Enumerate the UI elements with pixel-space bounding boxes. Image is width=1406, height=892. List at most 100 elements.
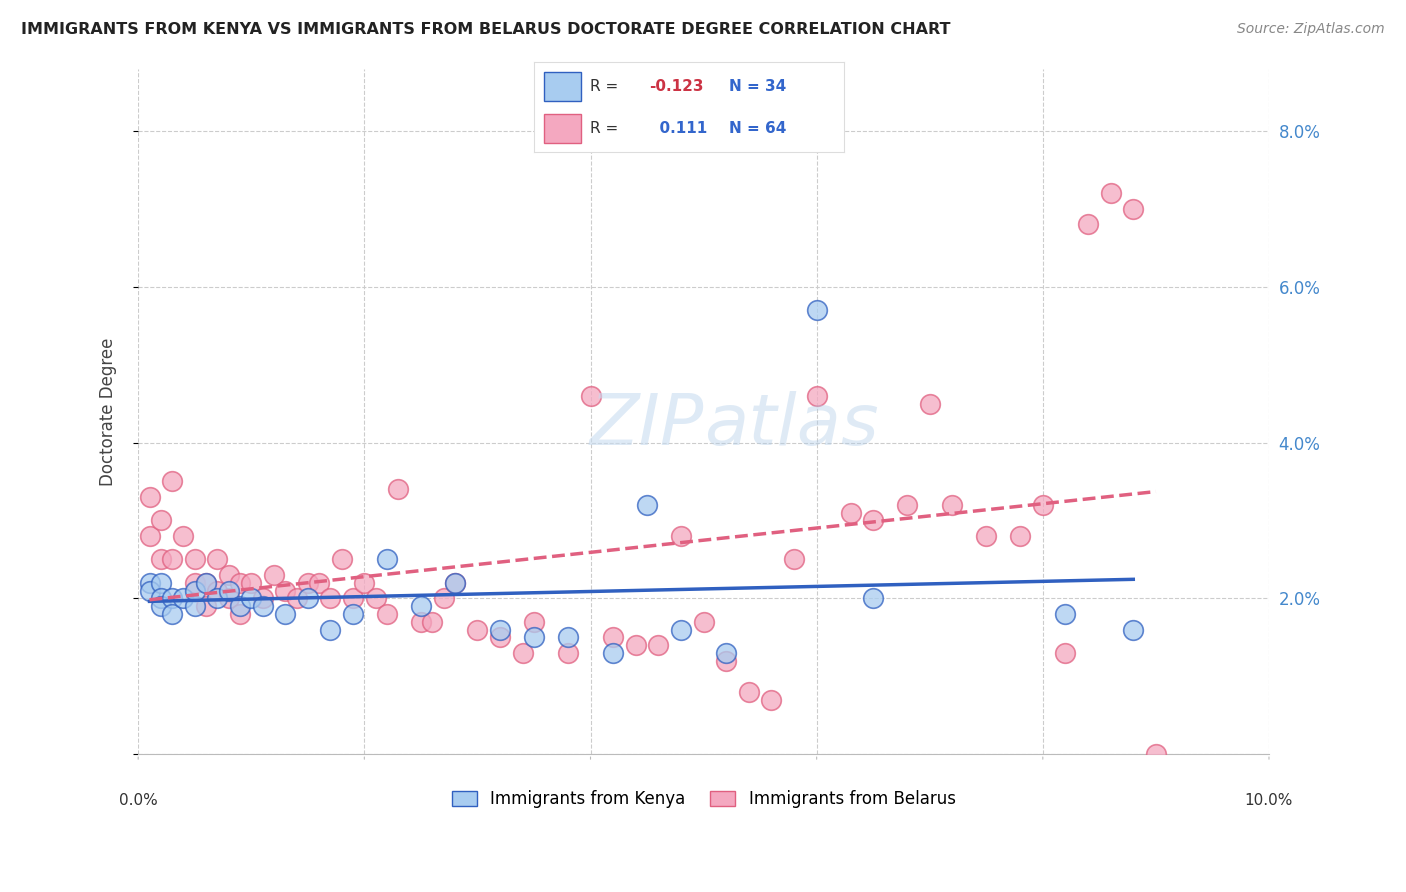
- Point: [579, 389, 602, 403]
- Point: [240, 591, 263, 606]
- Point: [353, 575, 375, 590]
- Point: [138, 575, 160, 590]
- Point: [229, 607, 252, 621]
- Point: [602, 630, 624, 644]
- Point: [489, 630, 512, 644]
- Point: [647, 638, 669, 652]
- Point: [624, 638, 647, 652]
- Point: [138, 490, 160, 504]
- Point: [557, 646, 579, 660]
- Point: [308, 575, 330, 590]
- Point: [149, 575, 172, 590]
- Point: [806, 389, 828, 403]
- Point: [195, 575, 218, 590]
- Point: [274, 583, 297, 598]
- Point: [297, 575, 319, 590]
- Point: [669, 623, 692, 637]
- Text: R =: R =: [591, 121, 619, 136]
- Point: [149, 513, 172, 527]
- Text: Source: ZipAtlas.com: Source: ZipAtlas.com: [1237, 22, 1385, 37]
- Point: [297, 591, 319, 606]
- Point: [138, 529, 160, 543]
- Point: [1010, 529, 1032, 543]
- Point: [319, 623, 342, 637]
- Point: [1122, 202, 1144, 216]
- Point: [432, 591, 454, 606]
- Text: N = 64: N = 64: [730, 121, 786, 136]
- Point: [184, 575, 207, 590]
- Point: [184, 599, 207, 614]
- Point: [420, 615, 443, 629]
- Point: [330, 552, 353, 566]
- Point: [160, 591, 183, 606]
- Point: [918, 396, 941, 410]
- Point: [669, 529, 692, 543]
- Point: [839, 506, 862, 520]
- Point: [409, 615, 432, 629]
- Point: [252, 599, 274, 614]
- Text: ZIP: ZIP: [589, 391, 703, 459]
- Point: [783, 552, 806, 566]
- Point: [149, 599, 172, 614]
- Point: [602, 646, 624, 660]
- Point: [1122, 623, 1144, 637]
- Text: N = 34: N = 34: [730, 79, 786, 94]
- Point: [218, 583, 240, 598]
- Point: [387, 483, 409, 497]
- Point: [1099, 186, 1122, 201]
- Point: [364, 591, 387, 606]
- Point: [1032, 498, 1054, 512]
- Point: [252, 591, 274, 606]
- Point: [229, 599, 252, 614]
- Point: [489, 623, 512, 637]
- Point: [974, 529, 997, 543]
- Point: [375, 607, 398, 621]
- Point: [138, 583, 160, 598]
- Point: [716, 654, 738, 668]
- Point: [761, 692, 783, 706]
- Text: 0.111: 0.111: [648, 121, 707, 136]
- Point: [207, 552, 229, 566]
- Text: 10.0%: 10.0%: [1244, 793, 1294, 808]
- Point: [806, 303, 828, 318]
- Point: [207, 583, 229, 598]
- Point: [160, 475, 183, 489]
- Point: [149, 552, 172, 566]
- Legend: Immigrants from Kenya, Immigrants from Belarus: Immigrants from Kenya, Immigrants from B…: [444, 783, 962, 814]
- Point: [941, 498, 963, 512]
- Point: [263, 568, 285, 582]
- Point: [557, 630, 579, 644]
- Y-axis label: Doctorate Degree: Doctorate Degree: [100, 337, 117, 485]
- Point: [862, 513, 884, 527]
- Point: [240, 575, 263, 590]
- Point: [160, 552, 183, 566]
- Point: [229, 575, 252, 590]
- Point: [512, 646, 534, 660]
- Bar: [544, 72, 581, 101]
- Point: [218, 591, 240, 606]
- Point: [172, 529, 194, 543]
- Point: [195, 575, 218, 590]
- Point: [160, 607, 183, 621]
- Point: [184, 552, 207, 566]
- Point: [218, 568, 240, 582]
- Point: [342, 591, 364, 606]
- Point: [738, 685, 761, 699]
- Point: [375, 552, 398, 566]
- Point: [149, 591, 172, 606]
- Point: [342, 607, 364, 621]
- Point: [523, 630, 546, 644]
- Text: R =: R =: [591, 79, 619, 94]
- Point: [409, 599, 432, 614]
- Point: [1054, 646, 1077, 660]
- Point: [1054, 607, 1077, 621]
- Point: [207, 591, 229, 606]
- Text: 0.0%: 0.0%: [120, 793, 157, 808]
- Point: [285, 591, 308, 606]
- Point: [692, 615, 714, 629]
- Point: [443, 575, 465, 590]
- Point: [184, 583, 207, 598]
- Point: [172, 591, 194, 606]
- Text: atlas: atlas: [703, 391, 879, 459]
- Point: [523, 615, 546, 629]
